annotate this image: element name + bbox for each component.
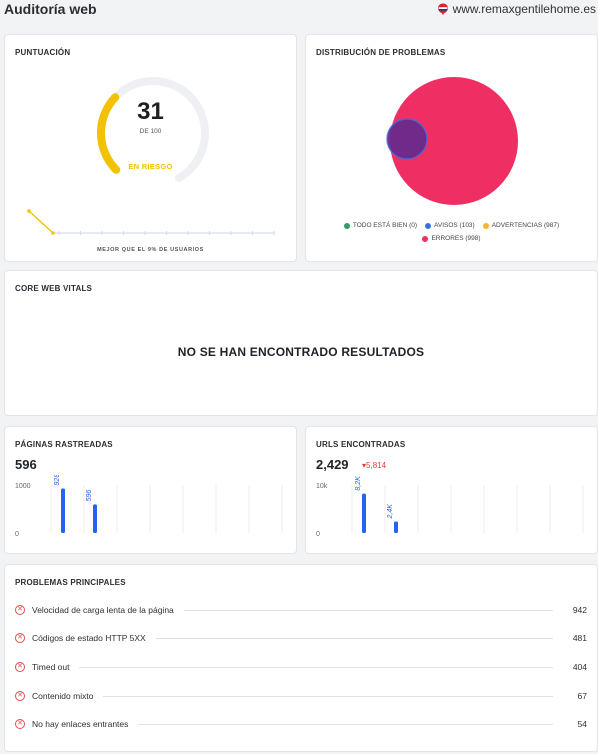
issue-row[interactable]: ✕ No hay enlaces entrantes 54: [15, 717, 587, 731]
y-tick-label: 0: [15, 531, 19, 538]
gauge-fill: [97, 93, 121, 174]
legend-item[interactable]: ERRORES (998): [422, 235, 481, 242]
site-url: www.remaxgentilehome.es: [452, 2, 596, 16]
pages-crawled-card: PÁGINAS RASTREADAS 596 1000 0 928 596: [4, 426, 297, 554]
legend-item[interactable]: TODO ESTÁ BIEN (0): [343, 222, 418, 229]
remax-balloon-icon: [437, 3, 449, 16]
bar: [61, 488, 65, 533]
issue-label: Contenido mixto: [32, 691, 94, 701]
sparkline-point: [27, 209, 31, 213]
bar: [394, 521, 398, 533]
legend-dot-ok: [343, 222, 350, 229]
pages-bar-chart: 1000 0 928 596: [15, 475, 283, 538]
urls-card-title: URLS ENCONTRADAS: [316, 440, 406, 449]
y-tick-label: 0: [316, 531, 320, 538]
top-issues-card: PROBLEMAS PRINCIPALES ✕ Velocidad de car…: [4, 564, 598, 752]
error-circle-icon: ✕: [15, 605, 25, 615]
issue-row[interactable]: ✕ Contenido mixto 67: [15, 689, 587, 703]
issue-label: Velocidad de carga lenta de la página: [32, 605, 174, 615]
score-footnote: MEJOR QUE EL 9% DE USUARIOS: [97, 247, 204, 253]
score-card-title: PUNTUACIÓN: [15, 48, 71, 57]
issue-label: Códigos de estado HTTP 5XX: [32, 633, 146, 643]
legend-item[interactable]: ADVERTENCIAS (987): [482, 222, 560, 229]
issue-divider: [138, 723, 553, 725]
legend-label: AVISOS (103): [434, 222, 475, 229]
legend-dot-errores: [422, 235, 429, 242]
issue-count: 481: [572, 633, 587, 643]
pie-slice-errores: [390, 77, 518, 205]
error-circle-icon: ✕: [15, 691, 25, 701]
issues-legend-row-1: TODO ESTÁ BIEN (0) AVISOS (103) ADVERTEN…: [306, 222, 597, 229]
issue-row[interactable]: ✕ Códigos de estado HTTP 5XX 481: [15, 631, 587, 645]
issue-divider: [183, 609, 553, 611]
urls-bar-chart: 10k 0 8,2K 2,4K: [316, 476, 584, 538]
issue-divider: [79, 666, 553, 668]
sparkline-ticks: [58, 231, 275, 235]
issue-count: 404: [572, 662, 587, 672]
bar-data-label: 2,4K: [387, 504, 394, 520]
score-gauge: [97, 77, 209, 183]
pie-slice-avisos-outline: [386, 118, 428, 160]
legend-dot-advertencias: [482, 222, 489, 229]
urls-delta: ▾5,814: [362, 461, 387, 470]
error-circle-icon: ✕: [15, 633, 25, 643]
page-title: Auditoría web: [4, 1, 97, 17]
pages-card-title: PÁGINAS RASTREADAS: [15, 440, 113, 449]
sparkline-point: [51, 231, 55, 235]
error-circle-icon: ✕: [15, 719, 25, 729]
issues-card-title: DISTRIBUCIÓN DE PROBLEMAS: [316, 48, 446, 57]
top-issues-title: PROBLEMAS PRINCIPALES: [15, 578, 126, 587]
pie-slice-avisos: [387, 119, 427, 159]
issue-count: 67: [577, 691, 587, 701]
issue-count: 942: [572, 605, 587, 615]
issue-divider: [103, 695, 553, 697]
bar: [362, 493, 366, 533]
sparkline-line: [28, 210, 54, 234]
score-max: DE 100: [139, 128, 162, 135]
y-tick-label: 1000: [15, 483, 31, 490]
issue-count: 54: [577, 719, 587, 729]
y-tick-label: 10k: [316, 483, 328, 490]
legend-dot-avisos: [425, 222, 432, 229]
issue-row[interactable]: ✕ Timed out 404: [15, 660, 587, 674]
error-circle-icon: ✕: [15, 662, 25, 672]
issues-legend-row-2: ERRORES (998): [306, 235, 597, 242]
issue-label: No hay enlaces entrantes: [32, 719, 129, 729]
legend-item[interactable]: AVISOS (103): [425, 222, 475, 229]
issue-row[interactable]: ✕ Velocidad de carga lenta de la página …: [15, 603, 587, 617]
site-link[interactable]: www.remaxgentilehome.es: [437, 2, 596, 16]
legend-label: ADVERTENCIAS (987): [491, 222, 560, 229]
issue-divider: [155, 637, 553, 639]
urls-total: 2,429: [316, 457, 349, 472]
legend-label: TODO ESTÁ BIEN (0): [352, 222, 418, 229]
bar-data-label: 596: [86, 490, 93, 502]
issues-distribution-card: DISTRIBUCIÓN DE PROBLEMAS TODO ESTÁ BIEN…: [305, 34, 598, 262]
top-bar: Auditoría web www.remaxgentilehome.es: [0, 0, 598, 24]
bar: [93, 504, 97, 533]
score-card: PUNTUACIÓN 31 DE 100 EN RIESGO MEJOR QUE…: [4, 34, 297, 262]
score-status: EN RIESGO: [128, 162, 173, 171]
issue-label: Timed out: [32, 662, 70, 672]
legend-label: ERRORES (998): [431, 235, 481, 242]
issues-pie-chart: [386, 77, 518, 205]
cwv-card-title: CORE WEB VITALS: [15, 284, 93, 293]
bar-data-label: 8,2K: [355, 476, 362, 491]
cwv-empty-message: NO SE HAN ENCONTRADO RESULTADOS: [177, 345, 425, 359]
urls-found-card: URLS ENCONTRADAS 2,429 ▾5,814 10k 0 8,2K 2,…: [305, 426, 598, 554]
score-sparkline: [27, 209, 275, 235]
bar-data-label: 928: [54, 475, 61, 485]
core-web-vitals-card: CORE WEB VITALS NO SE HAN ENCONTRADO RES…: [4, 270, 598, 416]
pages-total: 596: [15, 457, 37, 472]
score-value: 31: [137, 98, 164, 125]
